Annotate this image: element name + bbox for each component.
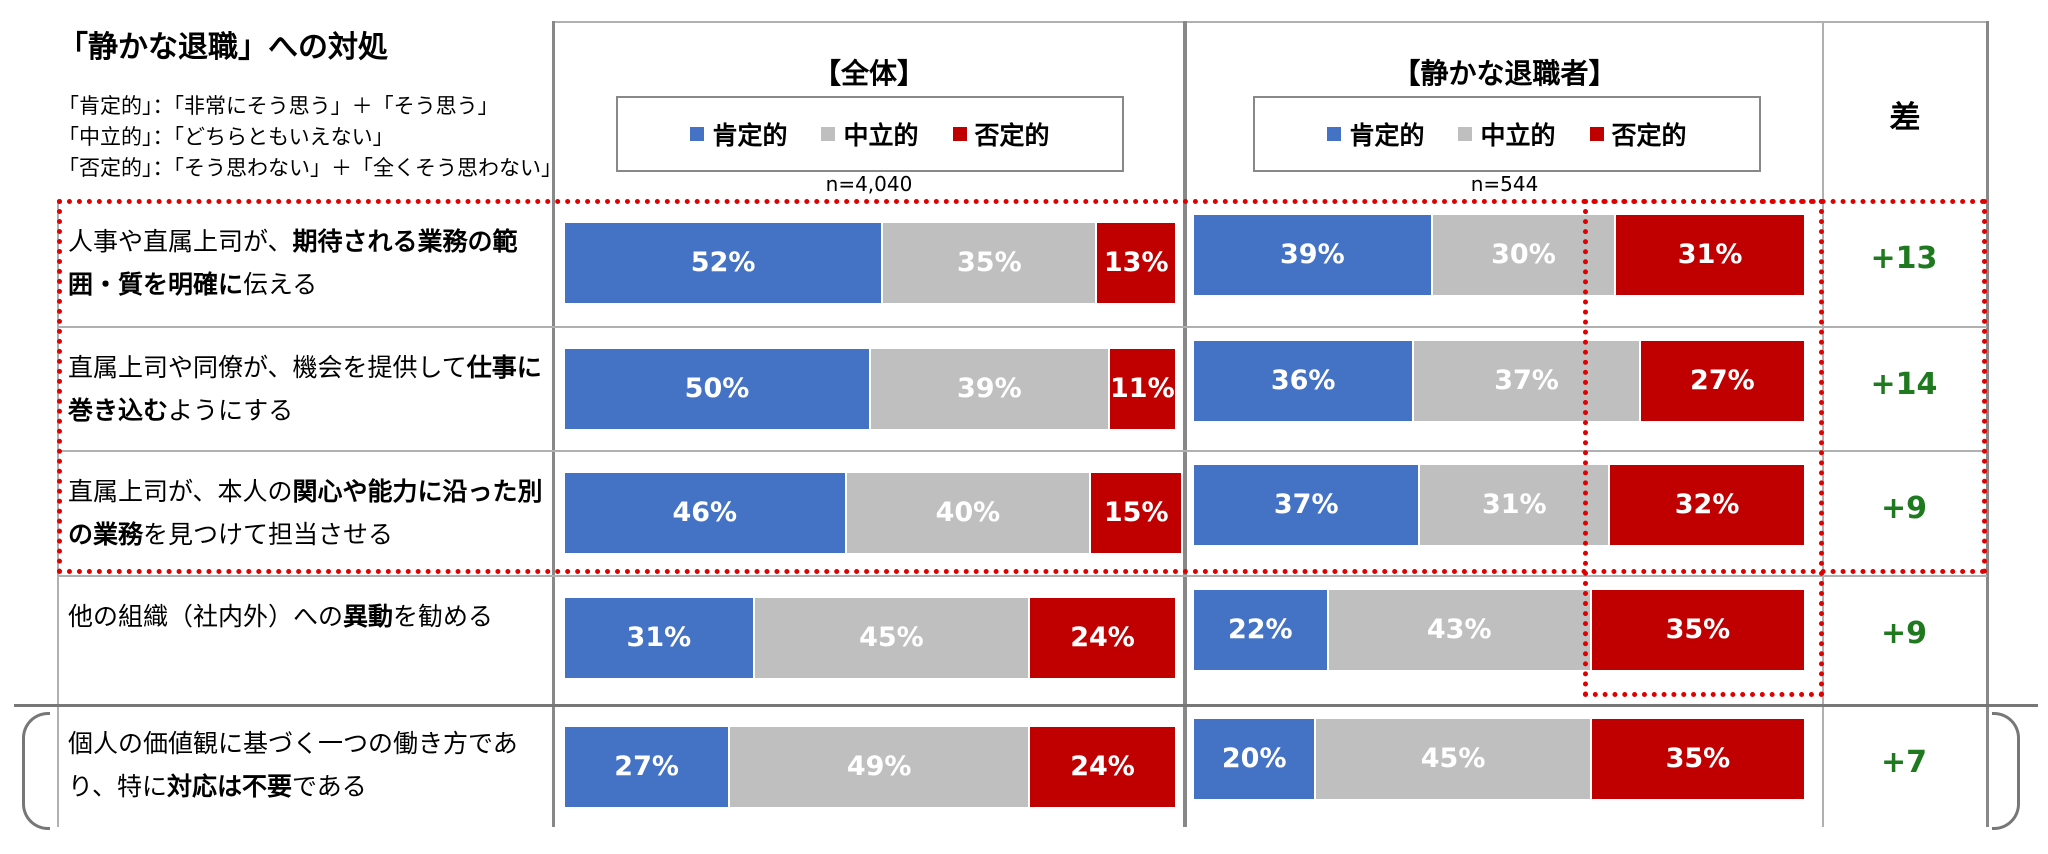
legend-swatch-negative — [952, 127, 967, 141]
bar-segment-negative-overall: 15% — [1091, 472, 1184, 553]
bar-segment-neutral-quiet-quitters: 30% — [1432, 214, 1617, 295]
chart-title: 「静かな退職」への対処 — [58, 30, 388, 65]
bar-segment-positive-quiet-quitters: 36% — [1194, 340, 1415, 421]
row-separator — [57, 450, 1987, 452]
row-label: 人事や直属上司が、期待される業務の範囲・質を明確に伝える — [68, 220, 548, 306]
row-label-part: 異動 — [343, 601, 394, 631]
frame-top — [552, 21, 1988, 23]
row-label: 個人の価値観に基づく一つの働き方であり、特に対応は不要である — [68, 722, 546, 808]
bar-segment-neutral-overall: 45% — [754, 597, 1031, 678]
row-label: 他の組織（社内外）への異動を勧める — [68, 595, 548, 638]
legend-swatch-positive — [690, 127, 705, 141]
legend-item-negative: 否定的 — [952, 116, 1050, 152]
bar-segment-positive-overall: 46% — [565, 472, 847, 553]
legend-swatch-positive — [1327, 127, 1342, 141]
bar-segment-neutral-quiet-quitters: 37% — [1414, 340, 1641, 421]
diff-value: +13 — [1870, 240, 1938, 276]
bar-segment-negative-quiet-quitters: 32% — [1610, 464, 1806, 545]
row-label-part: 人事や直属上司が、 — [68, 226, 293, 256]
row-label-part: 期待される業務の — [292, 226, 493, 256]
sample-size-quiet-quitters: n=544 — [1470, 172, 1539, 196]
bar-segment-neutral-overall: 35% — [883, 222, 1098, 303]
bar-segment-negative-overall: 24% — [1030, 597, 1177, 678]
row-label-part: 伝える — [243, 269, 318, 299]
legend-label-positive: 肯定的 — [1349, 121, 1425, 150]
legend-label-neutral: 中立的 — [1480, 121, 1556, 150]
legend-item-negative: 否定的 — [1589, 116, 1687, 152]
bar-segment-negative-overall: 13% — [1097, 222, 1177, 303]
row-label-part: 直属上司や同僚が、機会を提供して — [68, 352, 467, 382]
legend-overall: 肯定的 中立的 否定的 — [616, 96, 1124, 172]
row-label-part: 仕事に巻き込む — [68, 352, 542, 425]
bar-segment-neutral-overall: 49% — [730, 726, 1031, 807]
definition-positive: 「肯定的」：「非常にそう思う」＋「そう思う」 — [58, 94, 499, 118]
bar-segment-neutral-quiet-quitters: 43% — [1328, 589, 1592, 670]
definition-negative: 「否定的」：「そう思わない」＋「全くそう思わない」 — [58, 156, 562, 180]
row-label-part: 範囲・質を明確に — [68, 226, 518, 299]
legend-item-positive: 肯定的 — [1327, 116, 1424, 152]
legend-label-negative: 否定的 — [974, 121, 1050, 150]
bar-segment-positive-quiet-quitters: 20% — [1194, 718, 1317, 799]
row-label-part: 他の組織（社内外）への — [68, 601, 344, 631]
row-label: 直属上司が、本人の関心や能力に沿った別の業務を見つけて担当させる — [68, 470, 548, 556]
row-separator — [57, 326, 1987, 328]
row-label-part: ようにする — [168, 395, 294, 425]
bar-segment-negative-quiet-quitters: 35% — [1591, 589, 1806, 670]
diff-value: +14 — [1870, 366, 1938, 402]
diff-value: +9 — [1880, 490, 1927, 526]
panel-title-overall: 【全体】 — [812, 57, 925, 90]
bar-segment-neutral-quiet-quitters: 45% — [1316, 718, 1592, 799]
row-separator — [57, 575, 1987, 577]
diff-column-header: 差 — [1889, 100, 1921, 136]
sample-size-overall: n=4,040 — [825, 172, 913, 196]
bar-segment-negative-quiet-quitters: 27% — [1640, 340, 1806, 421]
legend-swatch-neutral — [1458, 127, 1473, 141]
panel-title-quiet-quitters: 【静かな退職者】 — [1392, 57, 1617, 90]
legend-label-positive: 肯定的 — [712, 121, 788, 150]
frame-right — [1986, 21, 1989, 827]
row-label-part: 関心や能力に沿った別の業務 — [68, 476, 543, 549]
frame-left — [57, 200, 59, 827]
diff-value: +9 — [1880, 615, 1927, 651]
bar-segment-negative-overall: 24% — [1030, 726, 1177, 807]
row-label-part: 対応は不要 — [167, 772, 293, 801]
bar-segment-neutral-overall: 39% — [871, 348, 1110, 429]
bar-segment-positive-quiet-quitters: 37% — [1194, 464, 1421, 545]
bar-segment-positive-overall: 27% — [565, 726, 731, 807]
definition-neutral: 「中立的」：「どちらともいえない」 — [58, 125, 394, 149]
row-label: 直属上司や同僚が、機会を提供して仕事に巻き込むようにする — [68, 346, 548, 432]
bar-segment-negative-quiet-quitters: 31% — [1616, 214, 1806, 295]
bracket-left — [22, 712, 50, 830]
legend-item-neutral: 中立的 — [821, 116, 919, 152]
row-label-part: を勧める — [393, 601, 494, 631]
bar-segment-positive-overall: 50% — [565, 348, 871, 429]
bar-segment-positive-quiet-quitters: 39% — [1194, 214, 1433, 295]
legend-swatch-neutral — [821, 127, 836, 141]
diff-value: +7 — [1880, 744, 1927, 780]
bar-segment-positive-overall: 52% — [565, 222, 884, 303]
divider-label-col — [552, 21, 555, 827]
legend-label-neutral: 中立的 — [843, 121, 919, 150]
bar-segment-negative-quiet-quitters: 35% — [1591, 718, 1806, 799]
row-label-part: である — [292, 772, 367, 801]
legend-item-neutral: 中立的 — [1458, 116, 1556, 152]
legend-item-positive: 肯定的 — [690, 116, 787, 152]
bracket-right — [1992, 712, 2020, 830]
bar-segment-neutral-quiet-quitters: 31% — [1420, 464, 1611, 545]
legend-label-negative: 否定的 — [1611, 121, 1687, 150]
row-label-part: 個人の価値観に基づく一つの働き方であり、特に — [68, 729, 518, 801]
separator-last-row — [14, 704, 2038, 707]
legend-quiet-quitters: 肯定的 中立的 否定的 — [1253, 96, 1761, 172]
bar-segment-neutral-overall: 40% — [846, 472, 1092, 553]
legend-swatch-negative — [1589, 127, 1604, 141]
bar-segment-negative-overall: 11% — [1109, 348, 1177, 429]
divider-panels — [1183, 21, 1187, 827]
row-label-part: 直属上司が、本人の — [68, 476, 293, 506]
bar-segment-positive-overall: 31% — [565, 597, 755, 678]
bar-segment-positive-quiet-quitters: 22% — [1194, 589, 1329, 670]
row-label-part: を見つけて担当させる — [143, 519, 394, 549]
